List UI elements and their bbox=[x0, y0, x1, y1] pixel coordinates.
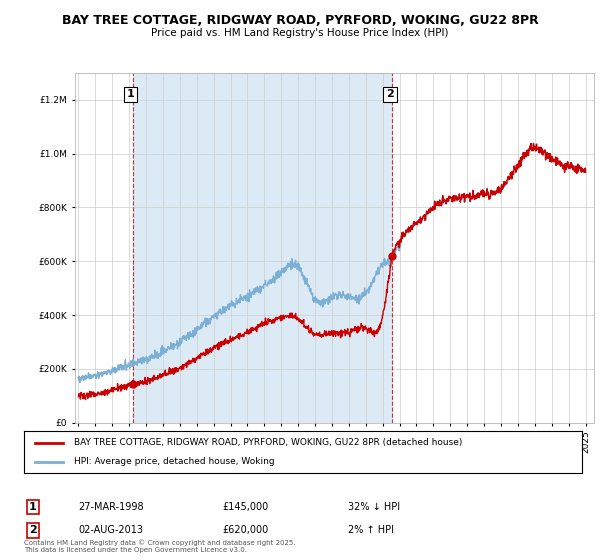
Text: 1: 1 bbox=[29, 502, 37, 512]
Text: 32% ↓ HPI: 32% ↓ HPI bbox=[348, 502, 400, 512]
Text: 1: 1 bbox=[127, 90, 134, 99]
Text: BAY TREE COTTAGE, RIDGWAY ROAD, PYRFORD, WOKING, GU22 8PR: BAY TREE COTTAGE, RIDGWAY ROAD, PYRFORD,… bbox=[62, 14, 538, 27]
Text: Price paid vs. HM Land Registry's House Price Index (HPI): Price paid vs. HM Land Registry's House … bbox=[151, 28, 449, 38]
Text: £620,000: £620,000 bbox=[222, 525, 268, 535]
Bar bbox=[133, 73, 392, 423]
Text: HPI: Average price, detached house, Woking: HPI: Average price, detached house, Woki… bbox=[74, 458, 275, 466]
Text: 02-AUG-2013: 02-AUG-2013 bbox=[78, 525, 143, 535]
Text: BAY TREE COTTAGE, RIDGWAY ROAD, PYRFORD, WOKING, GU22 8PR (detached house): BAY TREE COTTAGE, RIDGWAY ROAD, PYRFORD,… bbox=[74, 438, 463, 447]
Text: Contains HM Land Registry data © Crown copyright and database right 2025.
This d: Contains HM Land Registry data © Crown c… bbox=[24, 539, 296, 553]
Text: £145,000: £145,000 bbox=[222, 502, 268, 512]
Text: 2% ↑ HPI: 2% ↑ HPI bbox=[348, 525, 394, 535]
Text: 2: 2 bbox=[29, 525, 37, 535]
Text: 2: 2 bbox=[386, 90, 394, 99]
Text: 27-MAR-1998: 27-MAR-1998 bbox=[78, 502, 143, 512]
